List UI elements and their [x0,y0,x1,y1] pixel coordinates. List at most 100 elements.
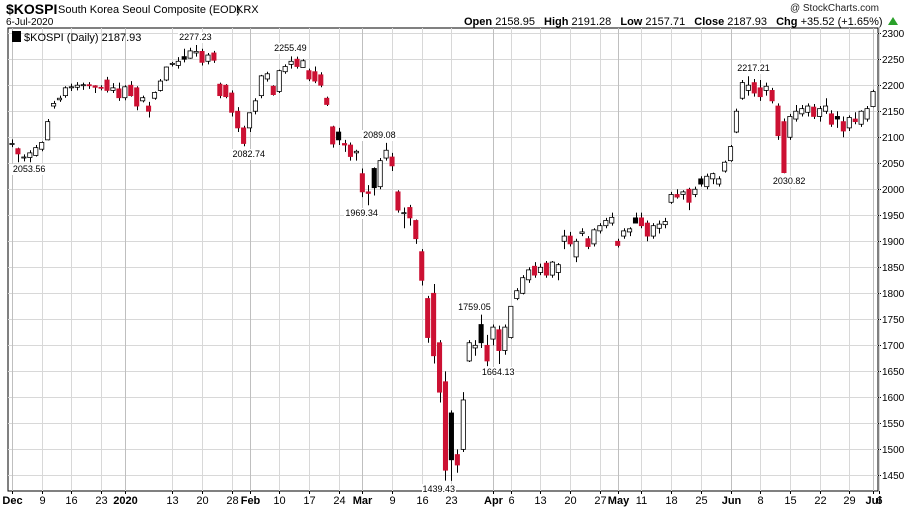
y-tick-label: 1950 [882,211,905,222]
candle-body [86,84,92,87]
y-tick-label: 2050 [882,159,905,170]
candle-body [496,329,502,351]
price-annotation: 1664.13 [480,366,516,378]
low-value: 2157.71 [645,16,686,28]
candle-body [692,188,698,195]
x-tick-label: Feb [241,495,261,507]
exchange-label: KRX [236,4,259,16]
candle-body [62,87,68,97]
candle-body [347,144,354,157]
x-tick-label: 22 [814,495,826,507]
candle-body [92,85,98,88]
price-annotation: 2255.49 [273,43,308,55]
y-tick-label: 1450 [882,471,905,482]
candle-body [39,142,45,150]
y-tick-label: 2150 [882,107,905,118]
x-tick-label: Jun [722,495,742,507]
price-annotation: 2089.08 [362,129,397,141]
y-tick-label: 1900 [882,237,905,248]
x-tick-label: 10 [273,495,285,507]
candle-body [520,277,526,294]
x-tick-label: 8 [757,495,763,507]
copyright-link[interactable]: @ StockCharts.com [789,3,879,14]
price-annotation: 1759.05 [457,301,492,313]
candle-body [246,112,253,129]
candle-body [722,161,728,172]
candle-body [151,92,158,99]
candle-body [68,86,74,89]
candle-body [698,178,704,185]
candle-body [751,82,757,94]
candle-body [537,266,544,273]
x-tick-label: 6 [876,495,882,507]
x-tick-label: 9 [39,495,45,507]
candle-body [425,298,431,338]
candle-body [401,212,407,215]
open-label: Open [464,16,493,28]
candle-body [353,150,359,154]
candle-body [609,216,615,224]
candle-body [146,105,152,112]
candle-body [15,148,21,155]
candle-body [686,188,692,203]
candle-body [775,105,781,137]
candle-body [264,73,270,80]
candle-body [870,91,876,107]
up-arrow-icon [887,17,898,25]
candle-body [110,87,116,91]
candle-body [223,84,229,98]
candle-body [336,131,342,141]
candle-body [650,225,656,237]
y-tick-label: 2250 [882,55,905,66]
candle-body [573,240,579,258]
price-annotation: 2277.23 [178,32,213,44]
x-tick-label: 17 [303,495,315,507]
x-tick-label: 29 [843,495,855,507]
x-tick-label: 24 [333,495,345,507]
candle-body [187,50,193,59]
x-tick-label: 15 [784,495,796,507]
x-tick-label: Mar [353,495,373,507]
candle-body [169,62,175,65]
candle-body [490,326,496,340]
candle-body [822,105,829,112]
candle-body [389,156,395,167]
candle-body [235,110,241,129]
candle-body [472,344,478,349]
candle-body [9,143,15,145]
candle-body [395,191,401,211]
candle-body [318,74,324,86]
quote-summary: Open 2158.95 High 2191.28 Low 2157.71 Cl… [464,16,898,28]
price-annotation: 2030.82 [771,176,807,188]
close-label: Close [694,16,725,28]
candle-body [193,51,199,54]
y-tick-label: 2000 [882,185,905,196]
candle-body [846,117,852,129]
candle-body [840,121,846,132]
x-tick-label: 6 [508,495,514,507]
candle-body [324,97,330,105]
candle-body [33,147,39,156]
x-tick-label: 20 [564,495,576,507]
candle-body [56,97,63,101]
symbol-title: $KOSPI [6,1,58,17]
candle-body [585,238,591,247]
candle-body [858,110,864,125]
candle-body [294,58,300,67]
candle-body [211,52,217,61]
candle-body [21,156,27,159]
candle-body [597,225,603,232]
candle-body [371,168,377,189]
candle-body [205,54,211,62]
candle-body [175,60,181,66]
open-value: 2158.95 [495,16,535,28]
candle-body [656,223,662,229]
x-tick-label: Dec [2,495,22,507]
candle-body [241,127,247,144]
candle-body [674,194,680,198]
candle-body [163,66,169,81]
price-annotation: 2053.56 [11,164,47,176]
candle-body [484,344,490,362]
x-tick-label: 2020 [113,495,137,507]
